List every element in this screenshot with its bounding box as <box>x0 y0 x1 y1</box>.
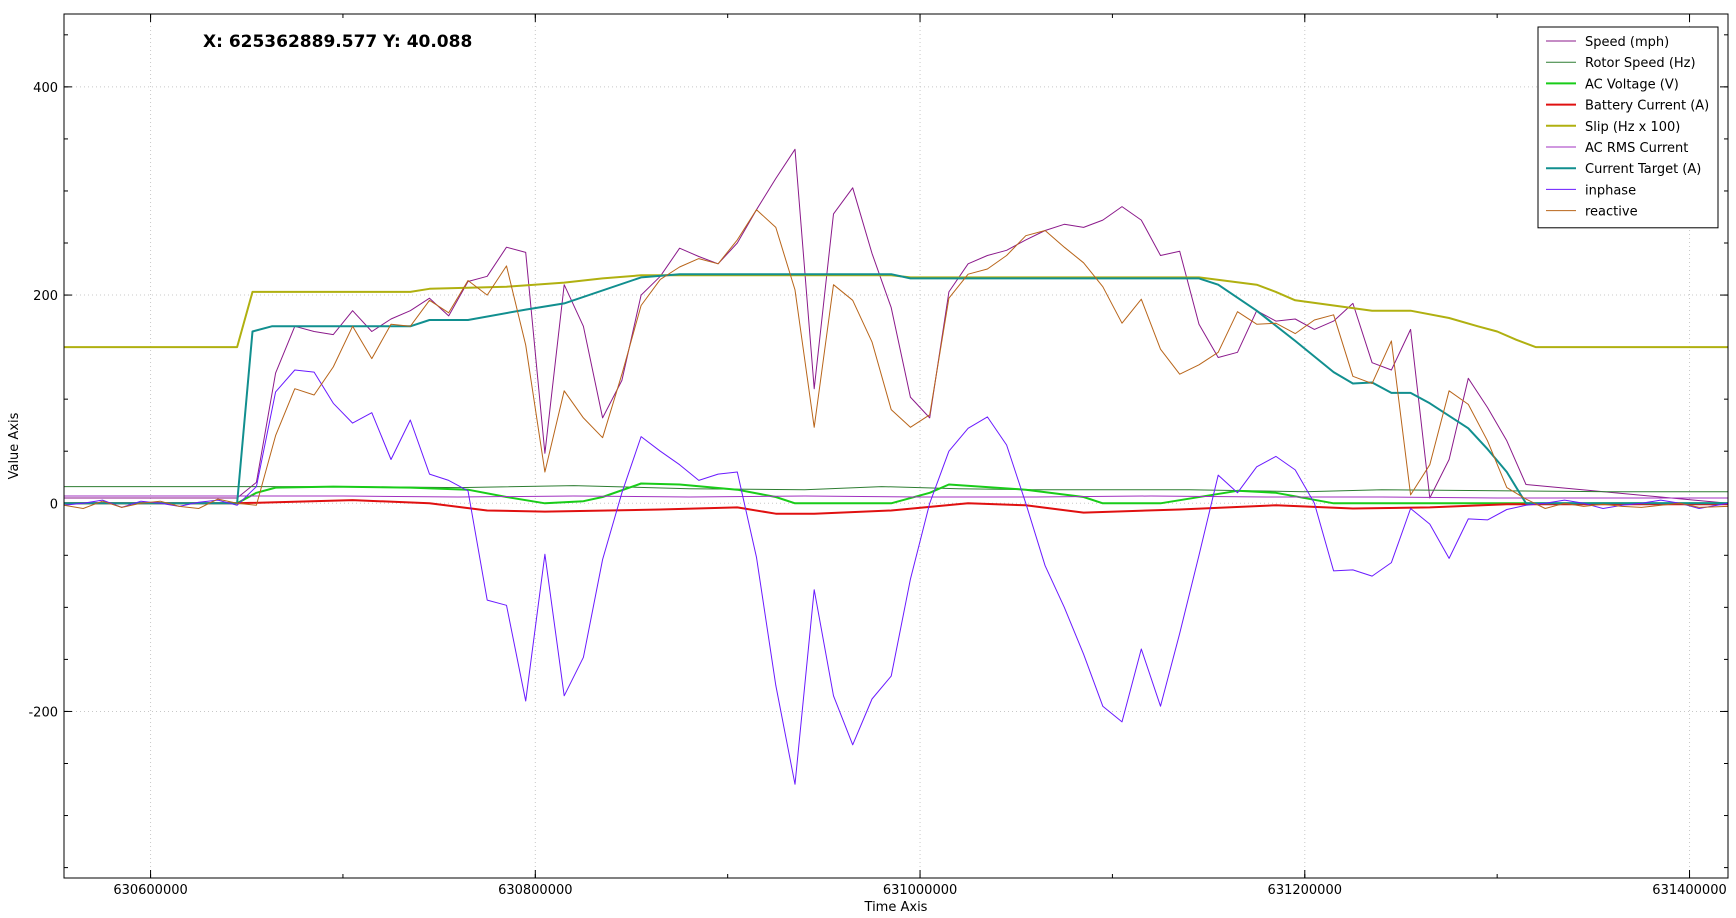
series-line-current-target-a <box>64 273 1728 505</box>
y-tick-label: -200 <box>28 705 58 720</box>
series-line-ac-voltage-v <box>64 482 1728 505</box>
legend-label: Current Target (A) <box>1585 162 1701 177</box>
legend-label: Battery Current (A) <box>1585 99 1709 114</box>
legend-label: inphase <box>1585 183 1636 198</box>
legend-label: AC Voltage (V) <box>1585 77 1679 92</box>
legend-label: Slip (Hz x 100) <box>1585 120 1680 135</box>
x-axis-title: Time Axis <box>864 900 928 915</box>
legend-label: AC RMS Current <box>1585 141 1688 156</box>
series-line-ac-rms-current <box>64 495 1728 499</box>
legend-label: Speed (mph) <box>1585 35 1669 50</box>
grid <box>64 14 1728 878</box>
x-tick-label: 630600000 <box>113 883 187 898</box>
x-tick-label: 631200000 <box>1268 883 1342 898</box>
axes: 630600000 630800000 631000000 631200000 6314… <box>28 14 1728 898</box>
x-tick-label: 631400000 <box>1652 883 1726 898</box>
legend: Speed (mph) Rotor Speed (Hz) AC Voltage (V… <box>1537 26 1719 229</box>
series-line-battery-current-a <box>64 499 1728 515</box>
x-tick-label: 630800000 <box>498 883 572 898</box>
y-tick-label: 200 <box>33 289 58 304</box>
legend-label: reactive <box>1585 205 1638 220</box>
series-layer <box>63 148 1729 785</box>
plot-frame <box>63 13 1729 879</box>
y-axis-title: Value Axis <box>7 412 22 479</box>
legend-label: Rotor Speed (Hz) <box>1585 56 1696 71</box>
y-tick-label: 0 <box>50 497 58 512</box>
cursor-readout: X: 625362889.577 Y: 40.088 <box>203 32 472 52</box>
y-tick-label: 400 <box>33 81 58 96</box>
x-tick-label: 631000000 <box>883 883 957 898</box>
series-line-reactive <box>63 209 1729 509</box>
legend-box <box>1537 26 1719 229</box>
series-line-inphase <box>63 369 1729 785</box>
